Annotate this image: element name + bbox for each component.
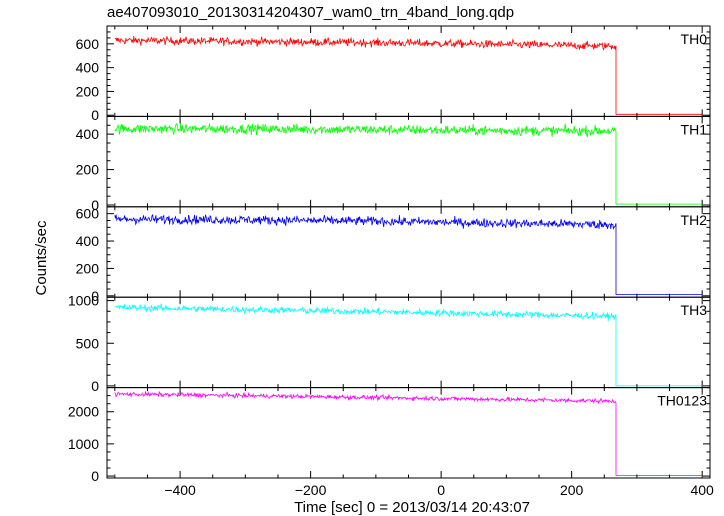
- series-label: TH1: [681, 121, 708, 137]
- panel-th0: 0 200 400 600 TH0: [76, 25, 711, 123]
- y-tick-label: 2000: [68, 404, 99, 420]
- x-tick-label: −200: [295, 482, 327, 498]
- panel-th1: 0 200 400 TH1: [76, 115, 711, 213]
- y-tick-label: 0: [91, 378, 99, 394]
- series-label: TH3: [681, 302, 708, 318]
- x-tick-label: 400: [690, 482, 714, 498]
- y-tick-label: 1000: [68, 293, 99, 309]
- y-tick-label: 400: [76, 60, 100, 76]
- x-tick-label: 0: [437, 482, 445, 498]
- series-th0-line: [114, 35, 703, 115]
- y-tick-label: 600: [76, 206, 100, 222]
- series-th2-line: [114, 213, 703, 295]
- panel-th2: 0 200 400 600 TH2: [76, 206, 711, 304]
- series-th1-line: [114, 123, 703, 205]
- y-tick-label: 600: [76, 36, 100, 52]
- panel-th0123: 0 1000 2000 TH0123: [68, 387, 711, 484]
- series-label: TH0123: [657, 393, 707, 409]
- y-tick-label: 400: [76, 126, 100, 142]
- series-label: TH0: [681, 31, 708, 47]
- chart-title: ae407093010_20130314204307_wam0_trn_4ban…: [107, 4, 514, 21]
- y-axis-label: Counts/sec: [33, 220, 50, 296]
- series-th3-line: [114, 303, 703, 387]
- y-tick-label: 400: [76, 233, 100, 249]
- panels-group: 0 200 400 600 TH0 0 200 400 TH1 0 200 400 600 TH2 0 500…: [68, 25, 714, 498]
- panel-th3: 0 500 1000 TH3: [68, 293, 711, 394]
- panel-frame: [106, 115, 711, 208]
- y-tick-label: 200: [76, 260, 100, 276]
- y-tick-label: 200: [76, 162, 100, 178]
- y-tick-label: 0: [91, 468, 99, 484]
- x-tick-label: −400: [164, 482, 196, 498]
- y-tick-label: 0: [91, 197, 99, 213]
- series-th0123-line: [114, 390, 703, 476]
- y-tick-label: 500: [76, 335, 100, 351]
- series-label: TH2: [681, 212, 708, 228]
- x-tick-label: 200: [560, 482, 584, 498]
- panel-frame: [106, 387, 711, 479]
- x-axis-label: Time [sec] 0 = 2013/03/14 20:43:07: [294, 499, 530, 516]
- y-tick-label: 1000: [68, 436, 99, 452]
- y-tick-label: 0: [91, 107, 99, 123]
- y-tick-label: 0: [91, 288, 99, 304]
- y-tick-label: 200: [76, 83, 100, 99]
